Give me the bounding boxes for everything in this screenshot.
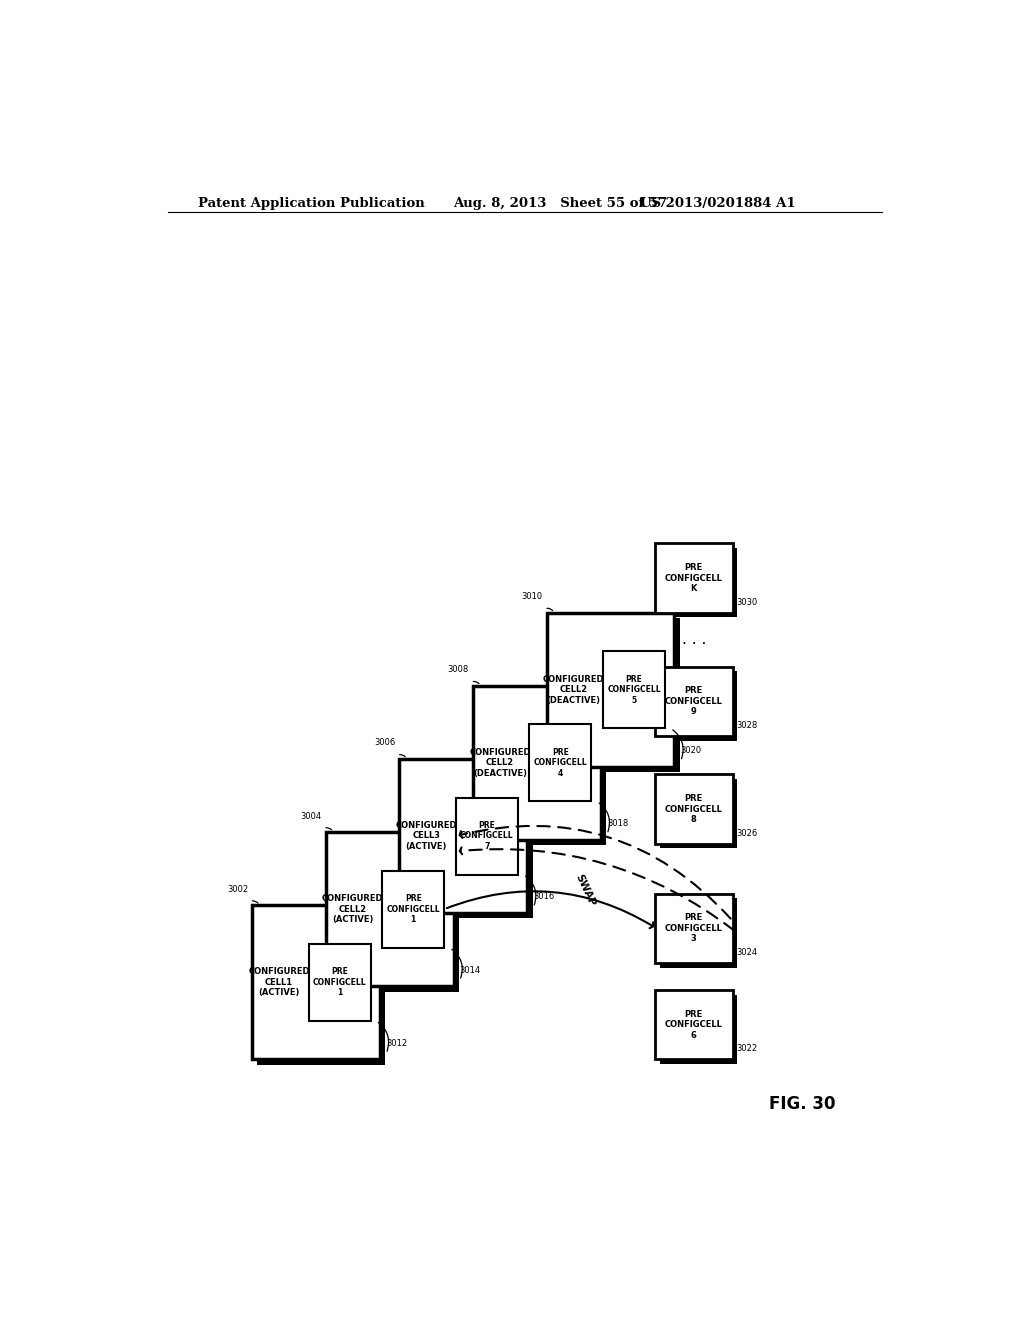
Text: 3014: 3014 [460, 966, 481, 974]
Bar [655, 544, 732, 612]
Text: PRE
CONFIGCELL
5: PRE CONFIGCELL 5 [607, 675, 660, 705]
Bar [473, 686, 601, 840]
Text: 3012: 3012 [386, 1039, 408, 1048]
Bar [529, 725, 592, 801]
Text: 3008: 3008 [447, 665, 469, 675]
Bar [659, 779, 737, 849]
Bar [659, 671, 737, 741]
Bar [331, 838, 459, 991]
Text: PRE
CONFIGCELL
7: PRE CONFIGCELL 7 [460, 821, 514, 851]
Text: CONFIGURED
CELL1
(ACTIVE): CONFIGURED CELL1 (ACTIVE) [249, 968, 310, 997]
Text: PRE
CONFIGCELL
3: PRE CONFIGCELL 3 [665, 913, 723, 944]
Text: PRE
CONFIGCELL
4: PRE CONFIGCELL 4 [534, 748, 587, 777]
Text: CONFIGURED
CELL2
(DEACTIVE): CONFIGURED CELL2 (DEACTIVE) [543, 675, 604, 705]
Text: Patent Application Publication: Patent Application Publication [198, 197, 425, 210]
Bar [399, 759, 527, 913]
Text: 3016: 3016 [534, 892, 555, 902]
Text: 3020: 3020 [681, 746, 701, 755]
Text: PRE
CONFIGCELL
8: PRE CONFIGCELL 8 [665, 795, 723, 824]
Text: PRE
CONFIGCELL
K: PRE CONFIGCELL K [665, 564, 723, 593]
Bar [655, 667, 732, 737]
Bar [603, 651, 665, 729]
Text: CONFIGURED
CELL3
(ACTIVE): CONFIGURED CELL3 (ACTIVE) [395, 821, 457, 851]
Bar [655, 775, 732, 843]
Bar [252, 906, 380, 1059]
Bar [547, 612, 675, 767]
Bar [552, 618, 680, 772]
Text: PRE
CONFIGCELL
1: PRE CONFIGCELL 1 [312, 968, 367, 997]
Text: PRE
CONFIGCELL
6: PRE CONFIGCELL 6 [665, 1010, 723, 1040]
Text: SWAP: SWAP [573, 873, 597, 907]
Text: CONFIGURED
CELL2
(ACTIVE): CONFIGURED CELL2 (ACTIVE) [322, 894, 384, 924]
Text: US 2013/0201884 A1: US 2013/0201884 A1 [640, 197, 795, 210]
Text: 3030: 3030 [736, 598, 758, 607]
Text: 3004: 3004 [301, 812, 322, 821]
Bar [404, 764, 532, 919]
Text: . . .: . . . [682, 632, 706, 647]
Bar [456, 797, 518, 875]
Text: CONFIGURED
CELL2
(DEACTIVE): CONFIGURED CELL2 (DEACTIVE) [469, 748, 530, 777]
Text: 3028: 3028 [736, 721, 758, 730]
Bar [655, 894, 732, 964]
Text: 3002: 3002 [227, 884, 248, 894]
Text: 3018: 3018 [607, 820, 628, 829]
Bar [308, 944, 371, 1020]
Bar [382, 871, 444, 948]
Text: 3022: 3022 [736, 1044, 758, 1053]
Bar [659, 899, 737, 968]
Bar [478, 692, 606, 845]
Bar [257, 911, 385, 1065]
Text: 3010: 3010 [521, 593, 543, 601]
Bar [326, 832, 454, 986]
Bar [659, 995, 737, 1064]
Text: Aug. 8, 2013   Sheet 55 of 57: Aug. 8, 2013 Sheet 55 of 57 [454, 197, 668, 210]
Text: PRE
CONFIGCELL
1: PRE CONFIGCELL 1 [386, 894, 440, 924]
Bar [655, 990, 732, 1059]
Bar [659, 548, 737, 618]
Text: 3026: 3026 [736, 829, 758, 838]
Text: 3006: 3006 [374, 738, 395, 747]
Text: 3024: 3024 [736, 948, 758, 957]
Text: PRE
CONFIGCELL
9: PRE CONFIGCELL 9 [665, 686, 723, 717]
Text: FIG. 30: FIG. 30 [769, 1096, 836, 1113]
